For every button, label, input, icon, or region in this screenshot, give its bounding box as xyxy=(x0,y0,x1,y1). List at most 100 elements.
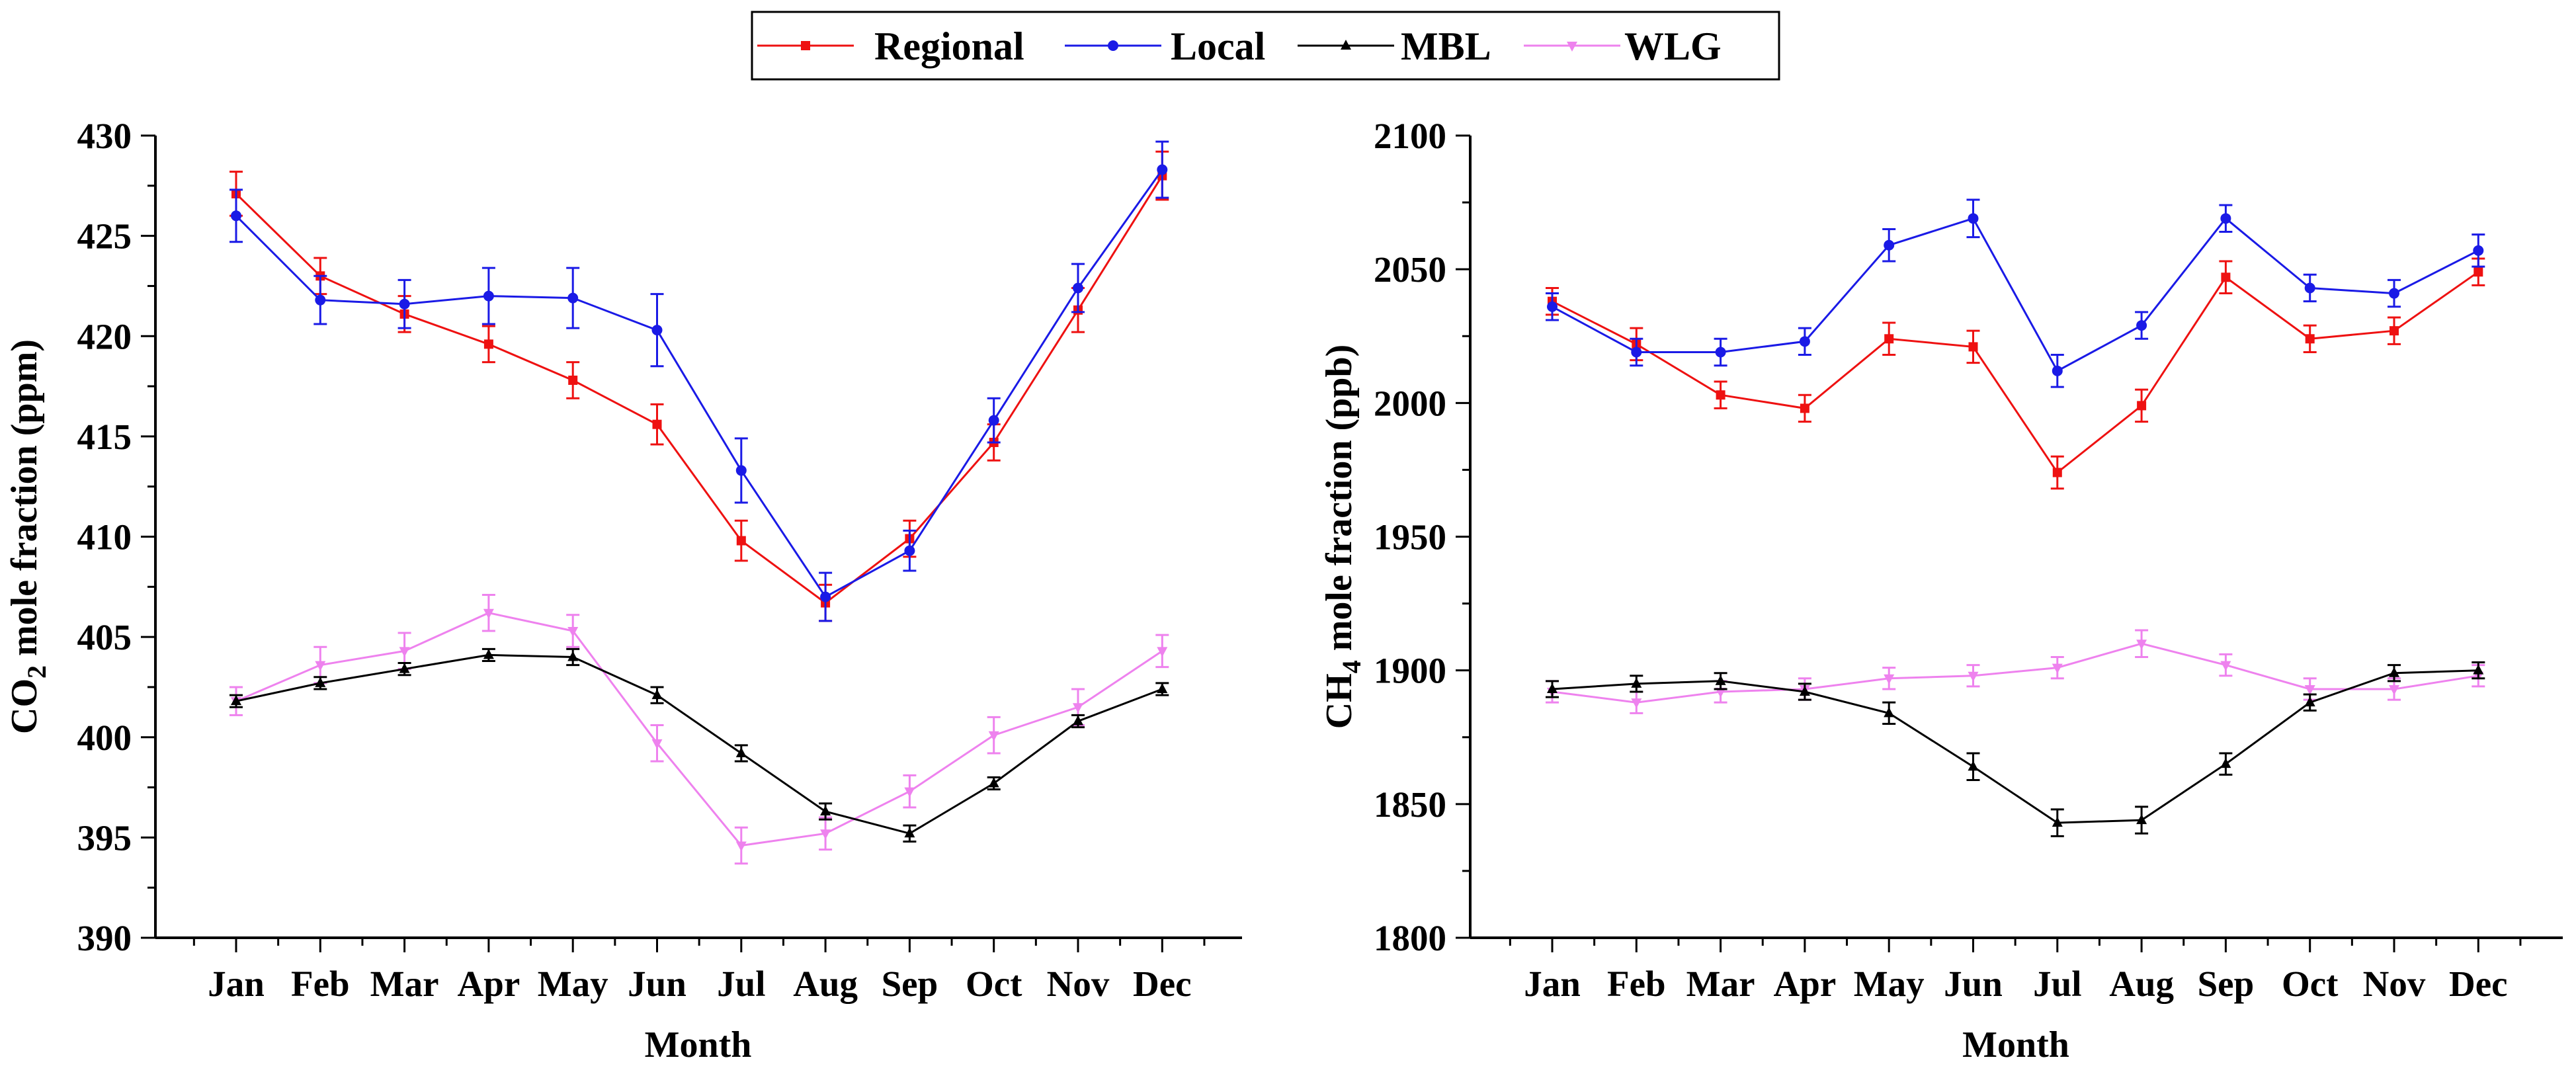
co2-point-local xyxy=(1073,282,1083,294)
co2-series-wlg xyxy=(229,593,1169,865)
co2-point-wlg xyxy=(988,731,999,741)
ch4-x-tick-label: Dec xyxy=(2449,964,2508,1004)
co2-y-title-rest: mole fraction (ppm) xyxy=(4,339,45,665)
ch4-point-mbl xyxy=(2304,696,2315,707)
ch4-point-local xyxy=(2389,288,2399,299)
ch4-x-tick-label: Jun xyxy=(1944,964,2003,1004)
ch4-point-mbl xyxy=(1631,677,1642,688)
co2-y-tick-label: 395 xyxy=(77,817,132,858)
co2-point-mbl xyxy=(567,651,579,661)
co2-x-tick-label: Jun xyxy=(628,964,686,1004)
co2-x-tick-label: Oct xyxy=(966,964,1022,1004)
co2-y-tick-label: 430 xyxy=(77,116,132,156)
ch4-y-title-sub: 4 xyxy=(1337,660,1366,673)
co2-chart: 390 395 400 405 410 415 420 425 430 Jan Feb Mar Apr M… xyxy=(4,116,1242,1065)
co2-point-wlg xyxy=(399,647,410,657)
co2-x-tick-label: Apr xyxy=(458,964,520,1004)
legend-item-mbl: MBL xyxy=(1298,24,1491,68)
ch4-x-tick-label: Jan xyxy=(1524,964,1581,1004)
co2-x-axis-title: Month xyxy=(645,1024,752,1065)
legend-marker-mbl xyxy=(1341,40,1351,50)
co2-y-title-sub: 2 xyxy=(22,665,52,679)
ch4-point-mbl xyxy=(1715,675,1726,685)
co2-line-regional xyxy=(235,175,1163,604)
ch4-line-wlg xyxy=(1552,642,2479,704)
ch4-point-mbl xyxy=(1799,686,1810,696)
legend-marker-local xyxy=(1108,40,1118,51)
co2-point-regional xyxy=(652,419,662,429)
ch4-point-wlg xyxy=(2052,663,2063,674)
co2-x-tick-label: Feb xyxy=(291,964,350,1004)
co2-y-tick-label: 420 xyxy=(77,316,132,356)
legend-label-mbl: MBL xyxy=(1401,24,1491,68)
co2-y-title-main: CO xyxy=(4,679,45,734)
co2-x-tick-label: Aug xyxy=(793,964,858,1004)
co2-point-mbl xyxy=(735,747,747,758)
ch4-x-tick-label: Nov xyxy=(2363,964,2426,1004)
ch4-point-regional xyxy=(2389,326,2399,336)
ch4-point-local xyxy=(2473,245,2484,256)
ch4-point-mbl xyxy=(2220,758,2231,768)
ch4-point-local xyxy=(2304,282,2315,294)
ch4-x-axis-title: Month xyxy=(1962,1024,2069,1065)
ch4-point-wlg xyxy=(2389,684,2399,695)
ch4-point-regional xyxy=(2305,334,2315,344)
ch4-point-wlg xyxy=(2304,684,2315,695)
ch4-series-local xyxy=(1546,198,2485,388)
co2-point-mbl xyxy=(651,689,663,700)
ch4-point-local xyxy=(1884,239,1895,251)
ch4-line-local xyxy=(1552,217,2479,372)
co2-x-tick-label: Dec xyxy=(1133,964,1192,1004)
ch4-series-regional xyxy=(1546,257,2485,490)
co2-x-tick-label: Mar xyxy=(370,964,439,1004)
ch4-point-local xyxy=(2136,320,2147,331)
legend-item-local: Local xyxy=(1065,24,1265,68)
legend: Regional Local MBL WLG xyxy=(751,11,1780,81)
co2-point-local xyxy=(483,290,494,302)
ch4-x-tick-label: Jul xyxy=(2033,964,2081,1004)
co2-y-axis-title: CO2 mole fraction (ppm) xyxy=(4,339,52,734)
ch4-point-regional xyxy=(1800,403,1809,413)
ch4-point-regional xyxy=(2473,267,2483,277)
co2-point-mbl xyxy=(820,805,831,815)
ch4-y-tick-label: 2050 xyxy=(1374,249,1446,290)
co2-y-tick-label: 410 xyxy=(77,517,132,558)
co2-x-tick-label: Sep xyxy=(882,964,938,1004)
co2-x-tick-label: May xyxy=(538,964,608,1004)
ch4-point-wlg xyxy=(1968,671,1979,682)
co2-point-wlg xyxy=(1073,703,1083,714)
co2-line-wlg xyxy=(235,612,1163,847)
ch4-point-mbl xyxy=(1968,761,1979,771)
co2-point-local xyxy=(904,545,915,556)
co2-point-local xyxy=(988,415,999,426)
co2-x-tick-label: Nov xyxy=(1047,964,1110,1004)
ch4-point-mbl xyxy=(2389,667,2399,677)
ch4-point-regional xyxy=(2221,272,2231,282)
co2-point-mbl xyxy=(315,677,326,687)
co2-point-local xyxy=(1157,164,1168,175)
co2-point-mbl xyxy=(1073,715,1083,725)
co2-x-tick-label: Jul xyxy=(717,964,765,1004)
ch4-point-wlg xyxy=(1715,688,1726,698)
ch4-line-regional xyxy=(1552,270,2479,474)
ch4-point-regional xyxy=(2052,468,2062,477)
legend-marker-regional xyxy=(801,41,810,50)
ch4-point-local xyxy=(2052,365,2063,376)
co2-point-mbl xyxy=(988,777,999,788)
ch4-x-tick-label: Feb xyxy=(1607,964,1666,1004)
ch4-series-wlg xyxy=(1546,629,2485,714)
co2-point-mbl xyxy=(399,663,410,673)
ch4-x-tick-label: Sep xyxy=(2198,964,2255,1004)
ch4-y-tick-label: 1850 xyxy=(1374,784,1446,825)
ch4-point-local xyxy=(1968,213,1979,224)
legend-item-wlg: WLG xyxy=(1524,24,1722,68)
legend-marker-wlg xyxy=(1567,42,1577,52)
ch4-y-tick-label: 2000 xyxy=(1374,383,1446,423)
ch4-point-local xyxy=(1547,301,1558,312)
co2-line-local xyxy=(235,169,1163,599)
co2-y-tick-label: 425 xyxy=(77,216,132,257)
ch4-point-local xyxy=(1799,336,1810,347)
co2-y-tick-label: 415 xyxy=(77,417,132,457)
co2-point-wlg xyxy=(483,608,494,619)
ch4-x-tick-label: Mar xyxy=(1686,964,1755,1004)
